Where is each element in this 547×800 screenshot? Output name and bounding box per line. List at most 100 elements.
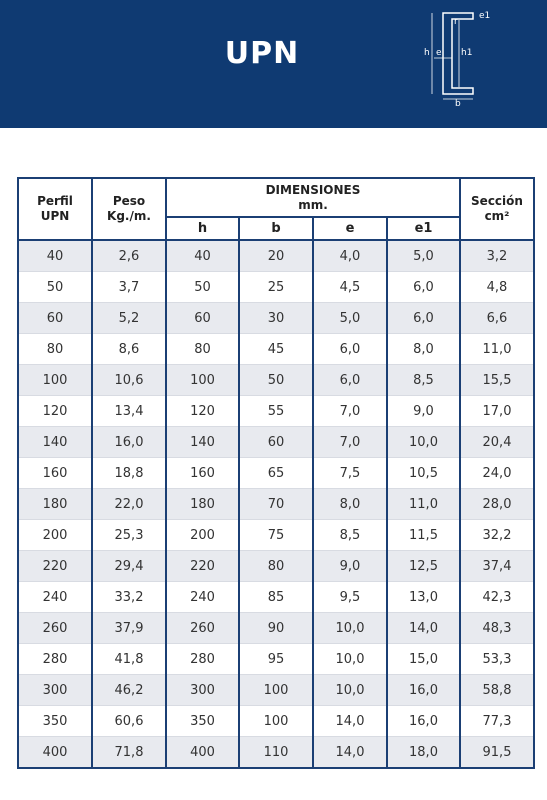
dim-label: h1	[461, 48, 472, 58]
table-cell: 10,0	[312, 643, 388, 675]
table-cell: 260	[165, 612, 240, 644]
header-text: DIMENSIONES	[265, 182, 361, 197]
table-cell: 4,0	[312, 240, 388, 272]
table-cell: 280	[165, 643, 240, 675]
table-cell: 58,8	[459, 674, 535, 706]
table-row: 120 13,4 120 55 7,0 9,0 17,0	[17, 395, 535, 427]
table-cell: 10,6	[91, 364, 167, 396]
dim-label: e1	[479, 11, 490, 21]
table-cell: 240	[165, 581, 240, 613]
table-cell: 7,5	[312, 457, 388, 489]
table-cell: 13,4	[91, 395, 167, 427]
table-cell: 77,3	[459, 705, 535, 737]
table-cell: 48,3	[459, 612, 535, 644]
table-cell: 50	[165, 271, 240, 303]
table-cell: 6,0	[386, 271, 461, 303]
table-cell: 5,0	[386, 240, 461, 272]
table-cell: 8,0	[312, 488, 388, 520]
header-cell: Perfil UPN	[17, 177, 93, 241]
table-cell: 260	[17, 612, 93, 644]
table-row: 200 25,3 200 75 8,5 11,5 32,2	[17, 519, 535, 551]
table-cell: 8,0	[386, 333, 461, 365]
table-cell: 46,2	[91, 674, 167, 706]
dim-label: b	[455, 99, 461, 109]
table-row: 280 41,8 280 95 10,0 15,0 53,3	[17, 643, 535, 675]
table-cell: 6,6	[459, 302, 535, 334]
table-cell: 80	[238, 550, 314, 582]
table-cell: 11,0	[459, 333, 535, 365]
table-cell: 18,8	[91, 457, 167, 489]
header-text: cm²	[484, 209, 510, 223]
table-cell: 9,0	[312, 550, 388, 582]
header-cell: b	[238, 216, 314, 241]
table-cell: 7,0	[312, 395, 388, 427]
table-cell: 65	[238, 457, 314, 489]
table-cell: 24,0	[459, 457, 535, 489]
table-cell: 71,8	[91, 736, 167, 769]
table-cell: 80	[165, 333, 240, 365]
table-cell: 6,0	[312, 333, 388, 365]
table-cell: 14,0	[312, 736, 388, 769]
table-cell: 8,6	[91, 333, 167, 365]
table-cell: 120	[165, 395, 240, 427]
table-cell: 30	[238, 302, 314, 334]
table-cell: 12,5	[386, 550, 461, 582]
table-cell: 11,0	[386, 488, 461, 520]
table-body: 40 2,6 40 20 4,0 5,0 3,2 50 3,7 50 25 4,5 6,0 4,8 60 5,…	[17, 240, 535, 769]
table-cell: 3,7	[91, 271, 167, 303]
table-cell: 400	[17, 736, 93, 769]
table-cell: 32,2	[459, 519, 535, 551]
table-cell: 4,8	[459, 271, 535, 303]
table-row: 400 71,8 400 110 14,0 18,0 91,5	[17, 736, 535, 769]
header-band: UPN h e h1 b r e1	[0, 0, 547, 128]
table-cell: 400	[165, 736, 240, 769]
profile-diagram: h e h1 b r e1	[424, 11, 490, 109]
table-cell: 20,4	[459, 426, 535, 458]
header-cell: h	[165, 216, 240, 241]
channel-outline	[442, 12, 474, 95]
table-cell: 220	[17, 550, 93, 582]
table-cell: 60	[165, 302, 240, 334]
table-cell: 50	[238, 364, 314, 396]
table-row: 350 60,6 350 100 14,0 16,0 77,3	[17, 705, 535, 737]
table-cell: 280	[17, 643, 93, 675]
header-text: mm.	[298, 197, 328, 212]
table-row: 80 8,6 80 45 6,0 8,0 11,0	[17, 333, 535, 365]
table-cell: 160	[17, 457, 93, 489]
table-cell: 300	[17, 674, 93, 706]
dim-label: h	[424, 48, 430, 58]
table-cell: 9,0	[386, 395, 461, 427]
header-text: Peso	[112, 194, 146, 208]
dim-label: r	[454, 17, 458, 27]
table-cell: 41,8	[91, 643, 167, 675]
table-cell: 220	[165, 550, 240, 582]
table-row: 180 22,0 180 70 8,0 11,0 28,0	[17, 488, 535, 520]
table-cell: 100	[17, 364, 93, 396]
table-row: 60 5,2 60 30 5,0 6,0 6,6	[17, 302, 535, 334]
table-cell: 240	[17, 581, 93, 613]
header-text: Perfil	[37, 194, 73, 208]
table-cell: 33,2	[91, 581, 167, 613]
table-row: 260 37,9 260 90 10,0 14,0 48,3	[17, 612, 535, 644]
table-cell: 55	[238, 395, 314, 427]
table-cell: 8,5	[386, 364, 461, 396]
table-cell: 75	[238, 519, 314, 551]
table-cell: 100	[165, 364, 240, 396]
table-cell: 6,0	[312, 364, 388, 396]
table-cell: 42,3	[459, 581, 535, 613]
table-cell: 90	[238, 612, 314, 644]
table-cell: 180	[165, 488, 240, 520]
table-cell: 5,0	[312, 302, 388, 334]
table-cell: 17,0	[459, 395, 535, 427]
table-cell: 25,3	[91, 519, 167, 551]
table-cell: 50	[17, 271, 93, 303]
table-cell: 140	[165, 426, 240, 458]
table-cell: 28,0	[459, 488, 535, 520]
table-cell: 13,0	[386, 581, 461, 613]
table-cell: 60,6	[91, 705, 167, 737]
table-cell: 18,0	[386, 736, 461, 769]
header-cell: e	[312, 216, 388, 241]
header-text: UPN	[40, 209, 70, 223]
table-cell: 40	[17, 240, 93, 272]
table-cell: 91,5	[459, 736, 535, 769]
